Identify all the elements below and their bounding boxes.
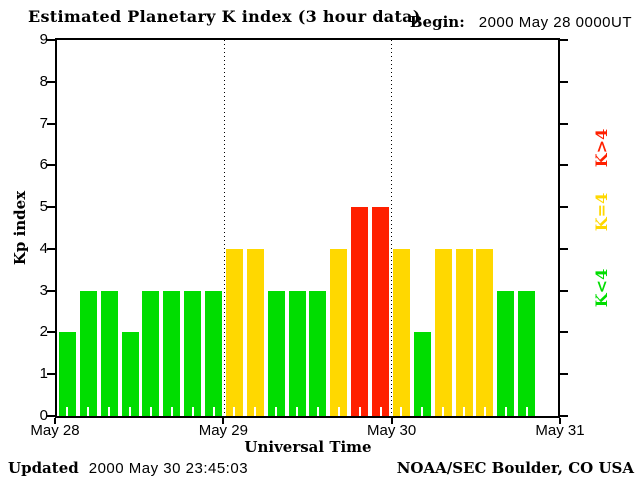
x-tick-label: May 28 bbox=[30, 422, 80, 439]
credit-text: NOAA/SEC Boulder, CO USA bbox=[396, 459, 634, 477]
y-tick-label: 9 bbox=[39, 31, 48, 48]
chart-title: Estimated Planetary K index (3 hour data… bbox=[28, 7, 421, 26]
kp-bar bbox=[392, 248, 410, 417]
y-axis-tick bbox=[47, 80, 55, 83]
y-axis-tick bbox=[560, 247, 568, 250]
y-axis-tick bbox=[47, 331, 55, 334]
y-axis-tick bbox=[47, 247, 55, 250]
y-tick-label: 5 bbox=[39, 198, 48, 216]
kp-bar bbox=[351, 207, 369, 416]
x-axis-title: Universal Time bbox=[244, 438, 372, 456]
kp-bar bbox=[372, 207, 390, 416]
kp-bar bbox=[163, 290, 181, 417]
kp-bar bbox=[225, 248, 243, 417]
y-axis-tick bbox=[47, 206, 55, 209]
y-tick-label: 2 bbox=[39, 323, 48, 341]
y-axis-tick bbox=[47, 289, 55, 292]
y-tick-label: 7 bbox=[39, 114, 48, 132]
y-axis-tick bbox=[47, 122, 55, 125]
kp-bar bbox=[309, 290, 327, 417]
x-axis-tick bbox=[390, 418, 393, 424]
kp-bar bbox=[518, 290, 536, 417]
kp-bar bbox=[288, 290, 306, 417]
legend-item: K<4 bbox=[592, 268, 611, 308]
legend-item: K=4 bbox=[592, 192, 611, 232]
y-axis-tick bbox=[560, 331, 568, 334]
day-boundary-dotted-line bbox=[391, 40, 392, 416]
y-tick-label: 3 bbox=[39, 281, 48, 299]
y-axis-tick bbox=[560, 122, 568, 125]
kp-bar bbox=[497, 290, 515, 417]
kp-bar bbox=[476, 248, 494, 417]
y-axis-tick bbox=[47, 373, 55, 376]
kp-bar bbox=[413, 332, 431, 416]
y-tick-label: 6 bbox=[39, 156, 48, 174]
y-tick-label: 0 bbox=[39, 407, 48, 424]
y-axis-tick bbox=[560, 164, 568, 167]
y-tick-label: 4 bbox=[39, 239, 48, 257]
y-axis-tick bbox=[560, 415, 568, 417]
y-axis-tick bbox=[560, 373, 568, 376]
x-axis-tick bbox=[222, 418, 225, 424]
y-tick-label: 8 bbox=[39, 72, 48, 90]
kp-bar bbox=[455, 248, 473, 417]
y-axis-title: Kp index bbox=[11, 190, 29, 266]
begin-value: 2000 May 28 0000UT bbox=[478, 14, 632, 31]
updated-timestamp: Updated 2000 May 30 23:45:03 bbox=[8, 459, 248, 477]
x-axis-tick bbox=[54, 418, 56, 424]
y-axis-tick bbox=[47, 415, 55, 417]
x-tick-label: May 31 bbox=[535, 422, 585, 439]
kp-bar bbox=[330, 248, 348, 417]
y-axis-tick bbox=[560, 80, 568, 83]
kp-bar bbox=[79, 290, 97, 417]
y-axis-tick bbox=[560, 289, 568, 292]
kp-bar bbox=[246, 248, 264, 417]
updated-label: Updated bbox=[8, 459, 79, 477]
y-tick-label: 1 bbox=[39, 365, 48, 383]
kp-bar bbox=[100, 290, 118, 417]
y-axis-tick bbox=[560, 206, 568, 209]
kp-bar bbox=[142, 290, 160, 417]
kp-bar bbox=[205, 290, 223, 417]
x-tick-label: May 30 bbox=[367, 422, 417, 439]
kp-bar bbox=[184, 290, 202, 417]
plot-area bbox=[55, 38, 560, 418]
y-axis-tick bbox=[560, 39, 568, 41]
x-axis-tick bbox=[559, 418, 561, 424]
updated-value: 2000 May 30 23:45:03 bbox=[88, 460, 249, 477]
kp-bar bbox=[267, 290, 285, 417]
legend-item: K>4 bbox=[592, 128, 611, 168]
kp-bar bbox=[121, 332, 139, 416]
x-tick-label: May 29 bbox=[198, 422, 248, 439]
day-boundary-dotted-line bbox=[224, 40, 225, 416]
y-axis-tick bbox=[47, 164, 55, 167]
kp-bar bbox=[434, 248, 452, 417]
kp-bar bbox=[58, 332, 76, 416]
begin-label: Begin: bbox=[409, 13, 465, 31]
begin-annotation: Begin: 2000 May 28 0000UT bbox=[410, 13, 632, 31]
y-axis-tick bbox=[47, 39, 55, 41]
